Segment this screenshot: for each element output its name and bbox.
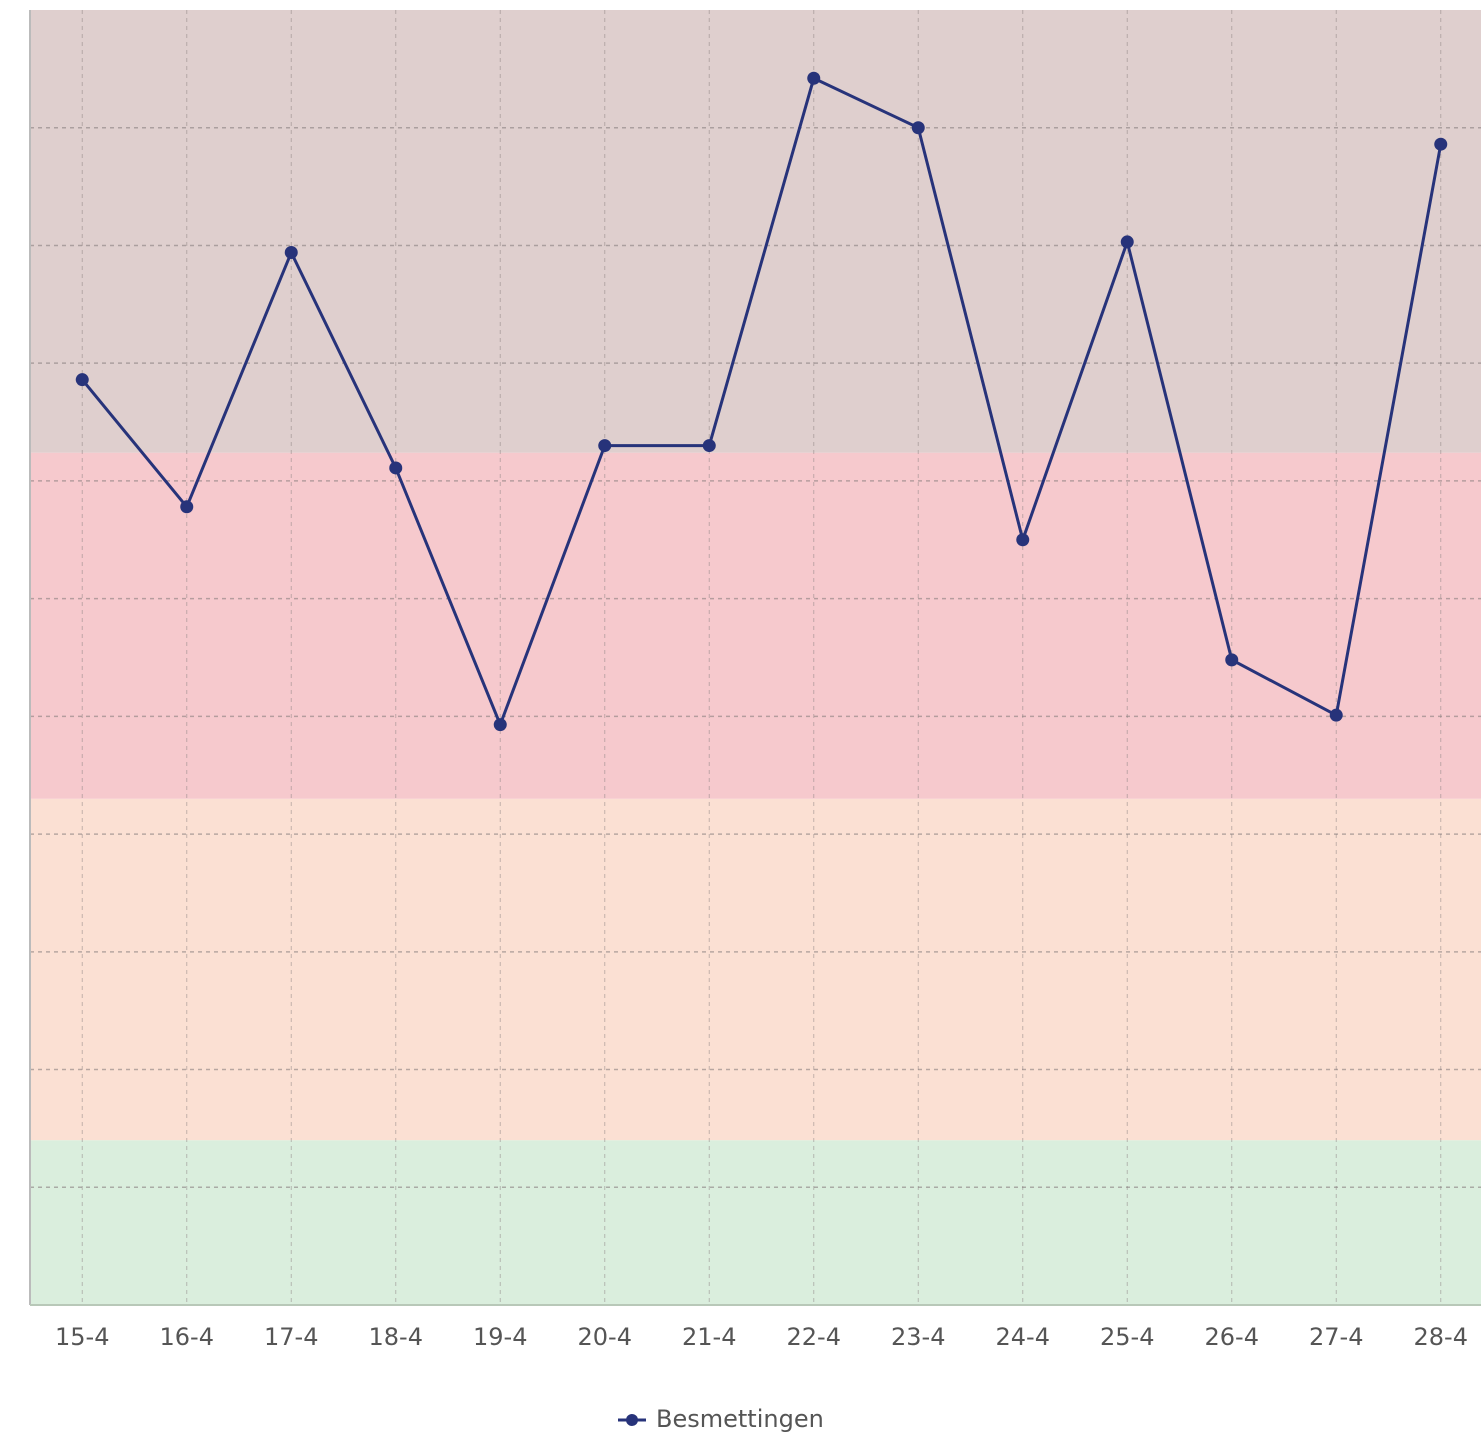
x-tick-label: 20-4 xyxy=(578,1323,632,1351)
x-tick-label: 17-4 xyxy=(264,1323,318,1351)
x-tick-label: 16-4 xyxy=(160,1323,214,1351)
data-point xyxy=(807,71,821,85)
data-point xyxy=(1120,235,1134,249)
x-tick-label: 27-4 xyxy=(1309,1323,1363,1351)
data-point xyxy=(1434,137,1448,151)
data-point xyxy=(1329,708,1343,722)
data-point xyxy=(284,246,298,260)
band xyxy=(30,798,1481,1141)
data-point xyxy=(389,461,403,475)
band xyxy=(30,452,1481,799)
plot-area xyxy=(30,10,1481,1305)
x-tick-label: 19-4 xyxy=(473,1323,527,1351)
x-tick-label: 21-4 xyxy=(682,1323,736,1351)
band xyxy=(30,10,1481,453)
x-tick-label: 26-4 xyxy=(1205,1323,1259,1351)
legend-label: Besmettingen xyxy=(656,1405,824,1433)
band xyxy=(30,1140,1481,1305)
x-tick-label: 25-4 xyxy=(1100,1323,1154,1351)
data-point xyxy=(702,439,716,453)
data-point xyxy=(180,500,194,514)
data-point xyxy=(75,373,89,387)
data-point xyxy=(1225,653,1239,667)
legend-symbol xyxy=(626,1414,638,1426)
series-line xyxy=(81,76,1443,729)
data-point xyxy=(493,718,507,732)
x-tick-label: 24-4 xyxy=(996,1323,1050,1351)
data-point xyxy=(598,439,612,453)
x-tick-label: 23-4 xyxy=(891,1323,945,1351)
data-point xyxy=(911,121,925,135)
x-tick-label: 28-4 xyxy=(1414,1323,1468,1351)
x-tick-label: 15-4 xyxy=(55,1323,109,1351)
data-point xyxy=(1016,533,1030,547)
x-tick-label: 22-4 xyxy=(787,1323,841,1351)
chart-overlay: 15-4 16-4 17-4 18-4 19-4 20-4 21-4 22-4 23-4 24-4… xyxy=(29,10,1481,1433)
x-tick-label: 18-4 xyxy=(369,1323,423,1351)
